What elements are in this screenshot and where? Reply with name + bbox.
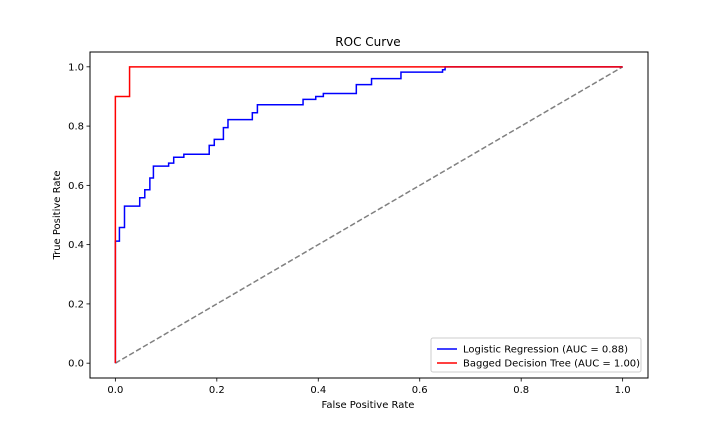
x-tick-label: 0.4 (310, 385, 326, 396)
y-axis-label: True Positive Rate (52, 170, 63, 260)
x-tick-label: 0.2 (209, 385, 225, 396)
legend: Logistic Regression (AUC = 0.88) Bagged D… (430, 337, 642, 373)
legend-entry-label: Bagged Decision Tree (AUC = 1.00) (463, 359, 640, 370)
axis-ticks: 0.0 0.2 0.4 0.6 0.8 1.0 0.0 0.2 0.4 0.6 0.8 1.0 (68, 62, 630, 396)
chance-diagonal-line (114, 66, 624, 364)
y-tick-label: 0.0 (68, 359, 84, 370)
legend-entry-label: Logistic Regression (AUC = 0.88) (463, 345, 628, 356)
x-tick-label: 1.0 (615, 385, 631, 396)
y-tick-label: 0.8 (68, 122, 84, 133)
x-axis-label: False Positive Rate (322, 400, 415, 411)
x-tick-label: 0.6 (412, 385, 428, 396)
x-tick-label: 0.0 (107, 385, 123, 396)
series-line-logistic-regression (114, 66, 623, 364)
series-line-bagged-decision-tree (114, 66, 623, 364)
chart-title: ROC Curve (335, 35, 400, 49)
plot-frame (89, 51, 649, 379)
y-tick-label: 0.2 (68, 299, 84, 310)
plot-area (89, 51, 649, 379)
legend-box (430, 337, 642, 373)
y-tick-label: 1.0 (68, 62, 84, 73)
y-tick-label: 0.6 (68, 181, 84, 192)
y-tick-label: 0.4 (68, 240, 84, 251)
x-tick-label: 0.8 (513, 385, 529, 396)
